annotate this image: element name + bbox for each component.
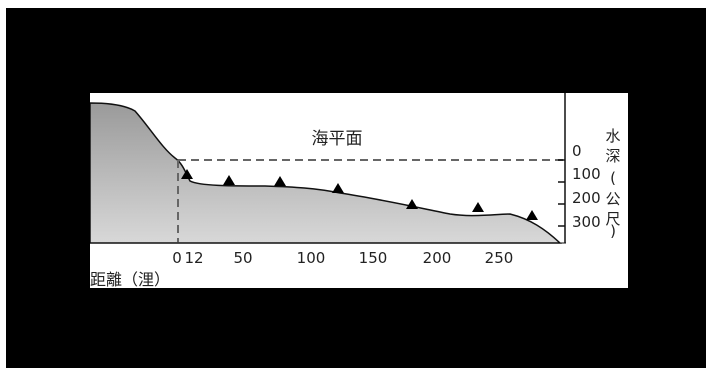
y-axis-title-char: 公: [605, 190, 620, 208]
y-tick-label: 0: [572, 142, 582, 160]
triangle-marker: [274, 176, 286, 186]
y-axis-title-char: 深: [605, 147, 620, 165]
x-tick-label: 0: [172, 249, 182, 267]
y-axis-title-char: 尺: [605, 210, 620, 228]
triangle-marker: [181, 169, 193, 179]
triangle-marker: [472, 202, 484, 212]
x-tick-label: 150: [359, 249, 388, 267]
y-axis-title-char: (: [610, 169, 616, 187]
x-tick-label: 100: [297, 249, 326, 267]
y-tick-label: 200: [572, 189, 601, 207]
triangle-marker: [526, 210, 538, 220]
triangle-marker: [223, 175, 235, 185]
terrain-profile: [90, 102, 562, 244]
figure-panel: 海平面 0 12 50 100 150 200 250 距離（浬） 0 100 …: [90, 93, 628, 288]
bathymetry-profile: 海平面 0 12 50 100 150 200 250 距離（浬） 0 100 …: [90, 93, 621, 288]
y-axis-title-char: 水: [605, 127, 620, 145]
x-tick-label: 200: [423, 249, 452, 267]
x-tick-labels: 0 12 50 100 150 200 250: [172, 249, 513, 267]
triangle-marker: [332, 183, 344, 193]
x-tick-label: 12: [184, 249, 203, 267]
y-tick-labels: 0 100 200 300: [572, 142, 601, 231]
x-axis-title: 距離（浬）: [90, 270, 170, 288]
sea-level-label: 海平面: [312, 129, 363, 149]
marker-group: [181, 169, 538, 220]
y-axis-title-char: ): [610, 222, 616, 240]
triangle-marker: [406, 199, 418, 209]
y-axis-title: 水 深 ( 公 尺 ): [605, 127, 620, 240]
x-tick-label: 50: [233, 249, 252, 267]
x-tick-label: 250: [485, 249, 514, 267]
y-tick-label: 100: [572, 165, 601, 183]
y-tick-label: 300: [572, 213, 601, 231]
